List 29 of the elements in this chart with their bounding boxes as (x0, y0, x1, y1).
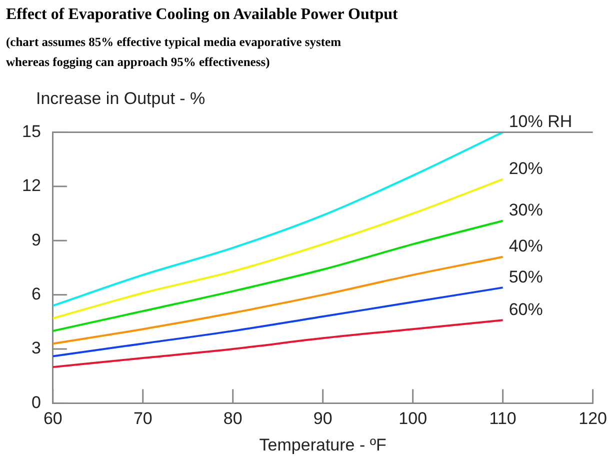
x-axis-title: Temperature - ºF (259, 435, 386, 454)
line-series (52, 286, 504, 358)
line-series (52, 319, 504, 368)
series-label: 50% (508, 267, 543, 286)
chart-title: Effect of Evaporative Cooling on Available Power Output (6, 6, 398, 24)
line-series (52, 178, 504, 320)
x-tick-label: 60 (43, 409, 62, 428)
x-tick-label: 110 (489, 409, 516, 428)
y-axis-title: Increase in Output - % (36, 89, 206, 109)
y-tick-label: 0 (31, 392, 41, 412)
x-tick-label: 70 (133, 409, 152, 428)
chart-subtitle: (chart assumes 85% effective typical media evaporative system whereas fogging can approach 95% effectiveness) (6, 34, 342, 71)
x-tick-label: 90 (313, 409, 332, 428)
series-label: 10% RH (508, 112, 572, 131)
x-tick-label: 100 (398, 409, 428, 428)
x-tick-label: 120 (578, 409, 608, 428)
y-tick-label: 6 (31, 284, 41, 304)
series-label: 30% (508, 200, 543, 220)
y-tick-label: 9 (31, 230, 41, 250)
series-label: 20% (508, 158, 543, 178)
series-label: 40% (508, 236, 543, 256)
y-tick-label: 15 (22, 122, 41, 141)
y-tick-label: 12 (22, 176, 41, 196)
line-series (52, 132, 504, 307)
x-tick-label: 80 (223, 409, 242, 428)
line-series (52, 256, 504, 345)
line-series (52, 220, 504, 332)
series-label: 60% (508, 300, 543, 319)
y-tick-label: 3 (31, 338, 41, 358)
